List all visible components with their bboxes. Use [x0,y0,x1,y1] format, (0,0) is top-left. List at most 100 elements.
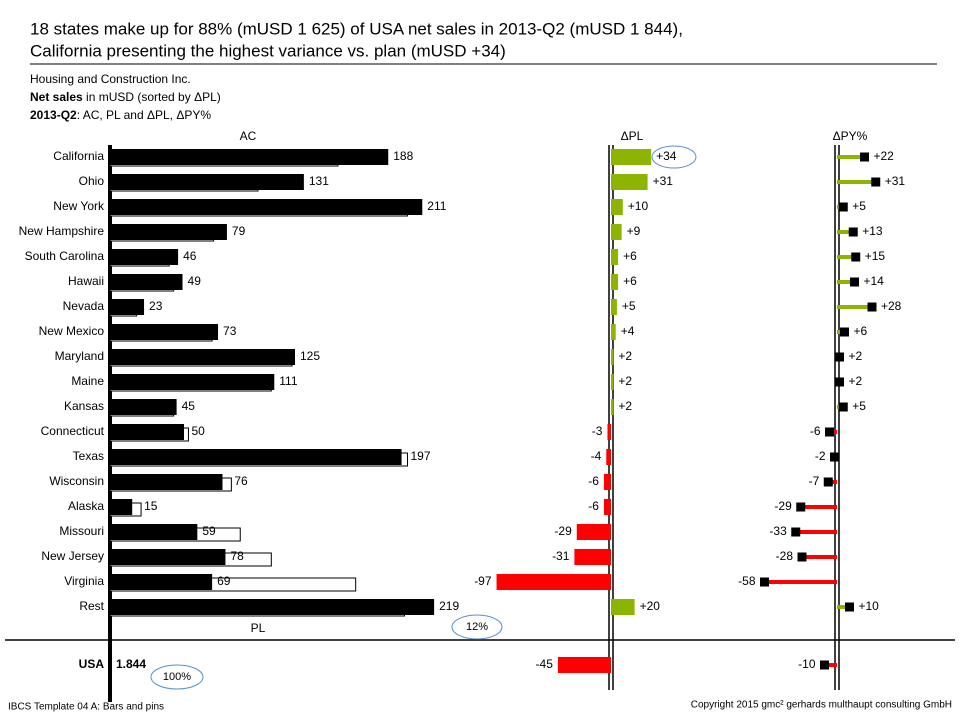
dpy-pin [837,252,861,262]
dpy-value-label: -58 [738,574,756,588]
ac-value-label: 188 [393,149,413,163]
ac-value-label: 45 [182,399,196,413]
dpy-value-label: +5 [852,199,866,213]
pin-head [820,660,829,670]
pin-head [760,577,769,587]
pin-head [871,177,881,187]
dpy-pin [823,477,837,487]
ac-value-label: 69 [217,574,231,588]
category-label: Alaska [68,499,104,513]
category-label: Virginia [64,574,104,588]
dpl-bar [496,574,611,590]
annotation: 12% [466,621,488,633]
ac-bar [110,399,177,415]
footer: IBCS Template 04 A: Bars and pins [8,702,164,713]
dpl-value-label: +31 [653,174,674,188]
total-dpy-label: -10 [798,657,816,671]
annotation-circle [150,664,204,690]
pin-head [848,227,858,237]
measure-bold: Net sales [30,90,83,104]
ac-value-label: 78 [230,549,244,563]
ac-bar [110,324,219,340]
dpl-bar [611,199,623,215]
category-label: Hawaii [68,274,104,288]
dpy-pin [837,152,869,162]
dpl-value-label: -31 [552,549,570,563]
dpl-bar [606,449,611,465]
pin-head [838,202,848,212]
pin-head [835,352,844,362]
ac-value-label: 15 [144,499,158,513]
dpl-value-label: -6 [588,474,599,488]
ac-bar [110,199,423,215]
dpy-pin [837,202,848,212]
pin-head [845,602,854,612]
dpl-value-label: +2 [618,349,632,363]
dpl-bar [611,274,619,290]
pl-label: PL [251,621,266,635]
pin-head [823,477,833,487]
highlight-circle [651,145,697,169]
dpy-value-label: -29 [774,499,792,513]
pin-head [860,152,869,162]
dpy-value-label: +31 [885,174,906,188]
pin-head [838,402,848,412]
ac-value-label: 111 [279,374,298,388]
period: 2013-Q2: AC, PL and ΔPL, ΔPY% [30,108,211,122]
dpy-pin [835,377,844,387]
ac-value-label: 131 [309,174,329,188]
ac-value-label: 73 [223,324,237,338]
period-rest: : AC, PL and ΔPL, ΔPY% [77,108,212,122]
dpl-value-label: +5 [622,299,636,313]
dpy-pin [837,302,877,312]
dpy-value-label: +10 [859,599,880,613]
category-label: New York [53,199,105,213]
measure: Net sales in mUSD (sorted by ΔPL) [30,90,221,104]
ac-value-label: 79 [232,224,246,238]
measure-rest: in mUSD (sorted by ΔPL) [83,90,221,104]
pin-head [835,377,844,387]
ac-bar [110,274,183,290]
category-label: Maryland [55,349,104,363]
title-line: California presenting the highest varian… [30,41,506,60]
ac-bar [110,299,145,315]
dpy-value-label: -6 [810,424,821,438]
total-category: USA [79,657,105,671]
category-label: Ohio [79,174,105,188]
dpy-pin [760,577,837,587]
category-label: Kansas [64,399,104,413]
category-label: Texas [73,449,104,463]
pin-head [796,502,806,512]
dpy-value-label: -33 [769,524,787,538]
ac-value-label: 197 [410,449,430,463]
dpy-value-label: +22 [874,149,895,163]
dpl-bar [611,149,652,165]
dpl-bar [611,299,617,315]
pin-head [850,277,859,287]
period-bold: 2013-Q2 [30,108,77,122]
annotation: 100% [163,671,191,683]
dpl-bar [603,499,611,515]
dpl-bar [611,174,648,190]
dpy-value-label: +28 [881,299,902,313]
ac-bar [110,374,275,390]
dpl-value-label: +9 [627,224,641,238]
ac-bar [110,499,133,515]
dpy-pin [837,402,848,412]
category-label: Rest [79,599,104,613]
ac-value-label: 49 [188,274,202,288]
dpl-value-label: +10 [628,199,649,213]
dpl-bar [574,549,611,565]
pin-head [840,327,849,337]
ac-value-label: 23 [149,299,163,313]
pin-head [867,302,877,312]
category-label: California [53,149,104,163]
company: Housing and Construction Inc. [30,72,191,86]
ac-header: AC [240,129,257,143]
ac-bar [110,149,389,165]
dpl-bar [603,474,611,490]
ac-bar [110,174,304,190]
dpl-bar [611,599,635,615]
total-dpl-bar [557,657,611,673]
dpl-value-label: -6 [588,499,599,513]
